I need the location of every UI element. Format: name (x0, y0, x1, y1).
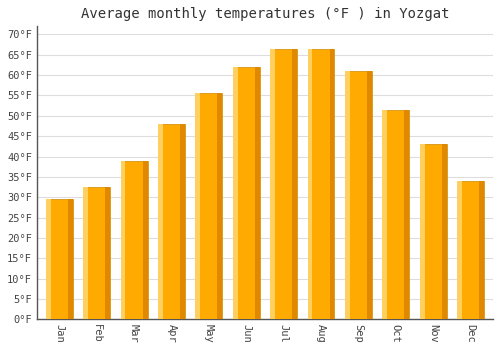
Bar (367, 71, 372, 320)
Bar (83, 187, 110, 320)
Bar (308, 49, 312, 320)
Bar (158, 124, 185, 320)
Bar (330, 49, 334, 320)
Bar (457, 181, 484, 320)
Bar (106, 187, 110, 320)
Bar (233, 67, 237, 320)
Bar (180, 124, 185, 320)
Bar (345, 71, 372, 320)
Bar (420, 144, 446, 320)
Bar (218, 93, 222, 320)
Bar (442, 144, 446, 320)
Bar (382, 110, 387, 320)
Bar (270, 49, 297, 320)
Bar (382, 110, 409, 320)
Bar (142, 161, 148, 320)
Bar (196, 93, 222, 320)
Bar (83, 187, 88, 320)
Bar (120, 161, 148, 320)
Bar (420, 144, 424, 320)
Bar (255, 67, 260, 320)
Bar (46, 199, 72, 320)
Bar (457, 181, 462, 320)
Bar (46, 199, 50, 320)
Bar (270, 49, 275, 320)
Bar (158, 124, 163, 320)
Bar (404, 110, 409, 320)
Bar (233, 67, 260, 320)
Bar (479, 181, 484, 320)
Bar (196, 93, 200, 320)
Bar (68, 199, 72, 320)
Bar (345, 71, 350, 320)
Bar (120, 161, 126, 320)
Title: Average monthly temperatures (°F ) in Yozgat: Average monthly temperatures (°F ) in Yo… (80, 7, 449, 21)
Bar (308, 49, 334, 320)
Bar (292, 49, 297, 320)
